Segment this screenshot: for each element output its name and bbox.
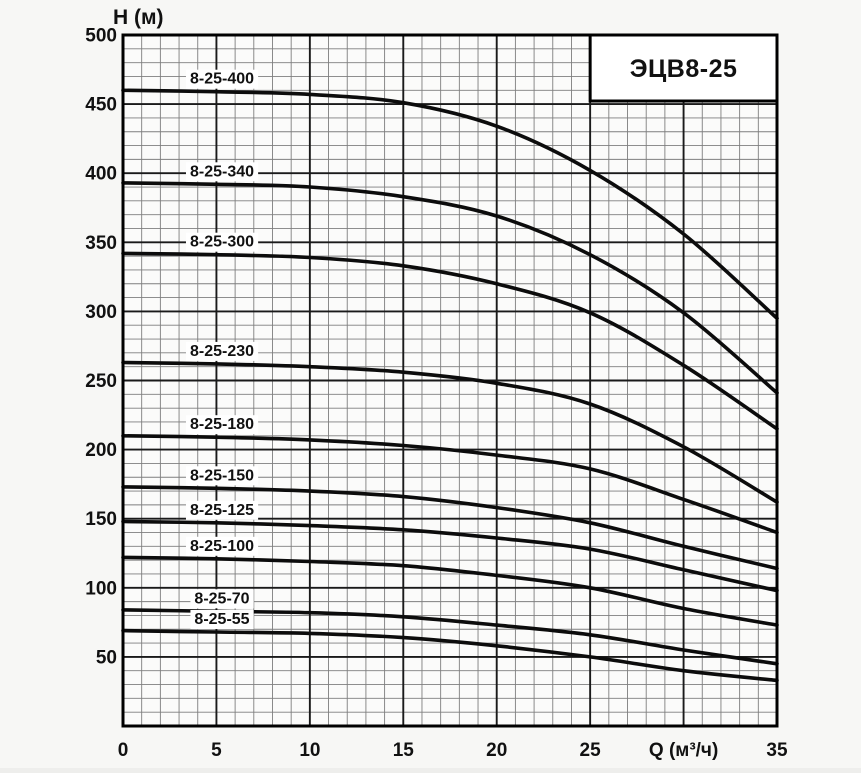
curve-label-8-25-70: 8-25-70 bbox=[194, 590, 249, 607]
y-tick-label-500: 500 bbox=[85, 26, 117, 47]
x-tick-label-5: 5 bbox=[211, 740, 222, 761]
curve-label-group-8-25-300: 8-25-300 bbox=[185, 232, 259, 252]
y-tick-label-200: 200 bbox=[85, 440, 117, 461]
x-axis-label: Q (м³/ч) bbox=[649, 740, 718, 761]
curve-label-group-8-25-55: 8-25-55 bbox=[190, 610, 254, 629]
curve-8-25-180 bbox=[121, 434, 779, 535]
chart-title: ЭЦВ8-25 bbox=[630, 55, 738, 83]
curve-label-mask bbox=[185, 69, 259, 89]
curve-label-8-25-125: 8-25-125 bbox=[190, 502, 254, 519]
curve-label-mask bbox=[185, 466, 259, 486]
curve-label-8-25-400: 8-25-400 bbox=[190, 71, 254, 88]
y-tick-label-50: 50 bbox=[96, 647, 117, 668]
y-tick-label-300: 300 bbox=[85, 302, 117, 323]
curve-8-25-300 bbox=[121, 251, 779, 431]
curve-label-8-25-230: 8-25-230 bbox=[190, 343, 254, 360]
curve-label-group-8-25-400: 8-25-400 bbox=[185, 69, 259, 89]
y-axis-label: H (м) bbox=[113, 6, 164, 29]
curve-label-8-25-55: 8-25-55 bbox=[194, 611, 249, 628]
curve-label-8-25-340: 8-25-340 bbox=[190, 163, 254, 180]
curve-8-25-100 bbox=[121, 555, 779, 627]
plot-border bbox=[121, 33, 779, 728]
y-axis-tick-labels: 50 100 150 200 250 300 350 400 450 500 bbox=[85, 26, 117, 669]
curve-label-8-25-180: 8-25-180 bbox=[190, 416, 254, 433]
curve-label-8-25-300: 8-25-300 bbox=[190, 234, 254, 251]
curve-label-group-8-25-125: 8-25-125 bbox=[185, 500, 259, 520]
curve-labels: 8-25-400 8-25-340 8-25-300 8-25-230 8-25-180… bbox=[185, 69, 259, 629]
y-tick-label-250: 250 bbox=[85, 371, 117, 392]
x-tick-label-25: 25 bbox=[580, 740, 602, 761]
y-tick-label-450: 450 bbox=[85, 95, 117, 116]
x-tick-label-35: 35 bbox=[766, 740, 788, 761]
x-axis-tick-labels: 0 5 10 15 20 25 Q (м³/ч) 35 bbox=[118, 740, 788, 761]
y-tick-label-400: 400 bbox=[85, 164, 117, 185]
curve-8-25-400 bbox=[121, 88, 779, 321]
curve-label-mask bbox=[185, 536, 259, 556]
curve-label-mask bbox=[185, 341, 259, 361]
y-tick-label-150: 150 bbox=[85, 509, 117, 530]
title-box-frame bbox=[588, 33, 779, 103]
curve-label-8-25-150: 8-25-150 bbox=[190, 467, 254, 484]
curve-8-25-340 bbox=[121, 181, 779, 395]
x-tick-label-20: 20 bbox=[486, 740, 507, 761]
curve-label-group-8-25-100: 8-25-100 bbox=[185, 536, 259, 556]
x-tick-label-0: 0 bbox=[118, 740, 129, 761]
curve-label-mask bbox=[185, 162, 259, 182]
curve-label-8-25-100: 8-25-100 bbox=[190, 538, 254, 555]
curve-label-mask bbox=[190, 610, 254, 629]
curve-label-group-8-25-70: 8-25-70 bbox=[190, 589, 254, 609]
y-tick-label-350: 350 bbox=[85, 233, 117, 254]
x-tick-label-10: 10 bbox=[299, 740, 320, 761]
curve-label-group-8-25-230: 8-25-230 bbox=[185, 341, 259, 361]
curve-label-mask bbox=[185, 232, 259, 252]
curve-label-group-8-25-340: 8-25-340 bbox=[185, 162, 259, 182]
curve-label-group-8-25-180: 8-25-180 bbox=[185, 415, 259, 435]
curve-label-group-8-25-150: 8-25-150 bbox=[185, 466, 259, 486]
title-box: ЭЦВ8-25 bbox=[588, 33, 779, 103]
curve-8-25-230 bbox=[121, 360, 779, 504]
y-tick-label-100: 100 bbox=[85, 578, 117, 599]
curve-label-mask bbox=[185, 415, 259, 435]
x-tick-label-15: 15 bbox=[393, 740, 415, 761]
curve-8-25-55 bbox=[121, 628, 779, 683]
curve-label-mask bbox=[185, 500, 259, 520]
curve-8-25-150 bbox=[121, 485, 779, 571]
curve-label-mask bbox=[190, 589, 254, 609]
curve-8-25-125 bbox=[121, 519, 779, 593]
